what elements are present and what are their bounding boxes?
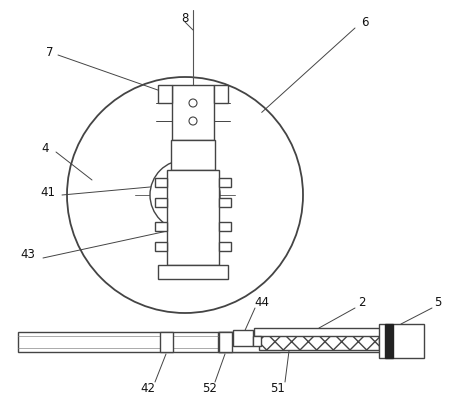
Bar bbox=[219, 178, 231, 187]
Text: 7: 7 bbox=[46, 45, 54, 58]
Text: 52: 52 bbox=[203, 382, 218, 394]
Bar bbox=[167, 170, 219, 265]
Text: 42: 42 bbox=[141, 382, 156, 394]
Text: 2: 2 bbox=[358, 296, 366, 309]
Text: 8: 8 bbox=[181, 11, 189, 24]
Bar bbox=[219, 222, 231, 231]
Bar bbox=[158, 265, 228, 279]
Bar bbox=[218, 332, 390, 352]
Bar bbox=[219, 198, 231, 207]
Bar bbox=[379, 324, 424, 358]
Bar bbox=[155, 178, 167, 187]
Bar bbox=[155, 242, 167, 251]
Bar bbox=[155, 198, 167, 207]
Bar bbox=[254, 328, 386, 336]
Text: 5: 5 bbox=[434, 296, 442, 309]
Circle shape bbox=[67, 77, 303, 313]
Circle shape bbox=[189, 99, 197, 107]
Text: 44: 44 bbox=[254, 296, 269, 309]
Text: 51: 51 bbox=[271, 382, 286, 394]
Bar bbox=[171, 140, 215, 170]
Bar bbox=[155, 222, 167, 231]
Circle shape bbox=[150, 160, 220, 230]
Bar bbox=[385, 324, 393, 358]
Bar bbox=[160, 332, 173, 352]
Text: 43: 43 bbox=[21, 249, 35, 262]
Circle shape bbox=[189, 117, 197, 125]
Bar bbox=[253, 336, 261, 346]
Text: 41: 41 bbox=[41, 185, 55, 198]
Bar bbox=[214, 85, 228, 103]
Bar bbox=[18, 332, 280, 352]
Text: 4: 4 bbox=[41, 141, 49, 154]
Bar bbox=[233, 330, 253, 346]
Bar bbox=[172, 85, 214, 140]
Bar bbox=[259, 334, 379, 350]
Text: 6: 6 bbox=[361, 15, 369, 28]
Bar bbox=[158, 85, 172, 103]
Bar bbox=[219, 332, 232, 352]
Bar bbox=[219, 242, 231, 251]
